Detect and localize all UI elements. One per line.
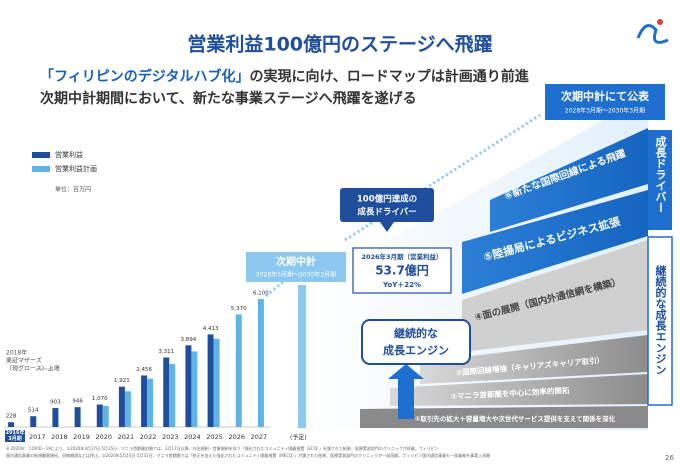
next-plan-box [246, 252, 346, 282]
engine-text: 成長エンジン [383, 343, 449, 357]
side-box [648, 130, 672, 230]
value-label: 6,100 [253, 291, 269, 297]
bar [235, 314, 242, 427]
value-label: 4,413 [203, 326, 219, 332]
side-label: 継続的な成長エンジン [654, 264, 667, 375]
engine-arrow [388, 364, 424, 419]
value-label: 2,456 [136, 367, 152, 373]
x-tick-label: 2023 [162, 433, 179, 441]
value-label: 228 [6, 414, 17, 420]
bar [96, 404, 103, 427]
value-label: 1,921 [114, 378, 130, 384]
value-label: 946 [72, 399, 83, 405]
step-5 [462, 190, 648, 294]
engine-box [361, 319, 471, 365]
x-tick-label: 2022 [140, 433, 157, 441]
result-box [352, 247, 452, 294]
bar [30, 416, 37, 427]
side-box [647, 236, 673, 406]
legend-swatch [32, 166, 50, 172]
subtitle: 「フィリピンのデジタルハブ化」の実現に向け、ロードマップは計画通り前進 [40, 68, 529, 85]
value-label: 3,894 [181, 337, 197, 343]
x-tick-label: 2017 [29, 433, 46, 441]
bar [124, 391, 131, 427]
value-label: 1,070 [92, 396, 108, 402]
engine-text: 継続的な [394, 326, 438, 340]
bar [118, 386, 125, 427]
bar [191, 351, 198, 427]
driver-arrow [380, 222, 394, 232]
step-4 [462, 240, 648, 352]
driver-box [340, 188, 434, 222]
x-note: (予定) [290, 434, 307, 442]
page-number: 26 [665, 454, 674, 462]
bar [102, 406, 109, 427]
bar [257, 299, 264, 427]
listing-note: （現グロース）上場 [6, 365, 60, 373]
bar [213, 338, 220, 427]
listing-note: 東証マザーズ [6, 357, 42, 365]
bar [52, 408, 59, 427]
result-value: 53.7億円 [375, 263, 429, 278]
x-tick-label: 2021 [118, 433, 135, 441]
bar [141, 375, 148, 427]
unit-label: 単位：百万円 [55, 186, 91, 194]
bar [147, 378, 154, 427]
result-label: 2026年3月期（営業利益） [361, 252, 442, 261]
legend-label: 営業利益 [55, 150, 83, 159]
subtitle-2: 次期中計期間において、新たな事業ステージへ飛躍を遂げる [40, 90, 417, 107]
bar [163, 357, 170, 427]
driver-text: 成長ドライバー [357, 207, 416, 218]
x-tick-label: 2018 [51, 433, 68, 441]
bar [207, 334, 214, 427]
bar [185, 345, 192, 427]
x-tick-label: 2026 [228, 433, 245, 441]
subtitle-highlight: 「フィリピンのデジタルハブ化」 [40, 68, 249, 85]
value-label: 903 [50, 400, 61, 406]
driver-text: 100億円達成の [357, 194, 417, 205]
step-2 [390, 374, 648, 406]
legend-swatch [32, 152, 50, 158]
value-label: 514 [28, 408, 39, 414]
footnote: ※ 2020年：COVID－19により、①2020年3月17日-5月15日：マニ… [6, 445, 439, 451]
logo [636, 19, 669, 44]
footnote: 国内通信事業の新規顧客開拓、回線開通などは停止。②2020年5月16日-5月31… [6, 452, 490, 458]
legend-label: 営業利益計画 [55, 164, 97, 173]
title: 営業利益100億円のステージへ飛躍 [187, 33, 492, 56]
value-label: 5,370 [231, 306, 247, 312]
bar [8, 422, 15, 427]
announce-box [545, 84, 665, 120]
bar [169, 364, 176, 427]
step-6 [490, 128, 648, 232]
x-tick-label: 2027 [251, 433, 268, 441]
side-label: 成長ドライバー [654, 135, 667, 213]
announce-title: 次期中計にて公表 [561, 89, 650, 103]
step-label: ①取引先の拡大＋容量増大や次世代サービス提供を支えて関係を深化 [415, 414, 616, 423]
x-tick-label: 2019 [73, 433, 90, 441]
next-plan-period: 2028年3月期〜2030年3月期 [256, 271, 336, 279]
listing-note: 2018年 [6, 349, 27, 357]
x-tick-label: 2025 [206, 433, 223, 441]
announce-period: 2028年3月期〜2030年3月期 [565, 107, 645, 115]
step-1 [360, 406, 648, 428]
next-plan-title: 次期中計 [276, 255, 316, 268]
x-tick-label: 2016年3月期 [5, 430, 25, 442]
x-tick-label: 2020 [95, 433, 112, 441]
result-yoy: YoY＋22% [382, 281, 421, 289]
step-3 [420, 335, 648, 384]
next-plan-bar [298, 285, 306, 428]
bar [74, 407, 81, 427]
x-tick-label: 2024 [184, 433, 201, 441]
value-label: 3,311 [158, 349, 174, 355]
subtitle-rest: の実現に向け、ロードマップは計画通り前進 [249, 68, 528, 85]
